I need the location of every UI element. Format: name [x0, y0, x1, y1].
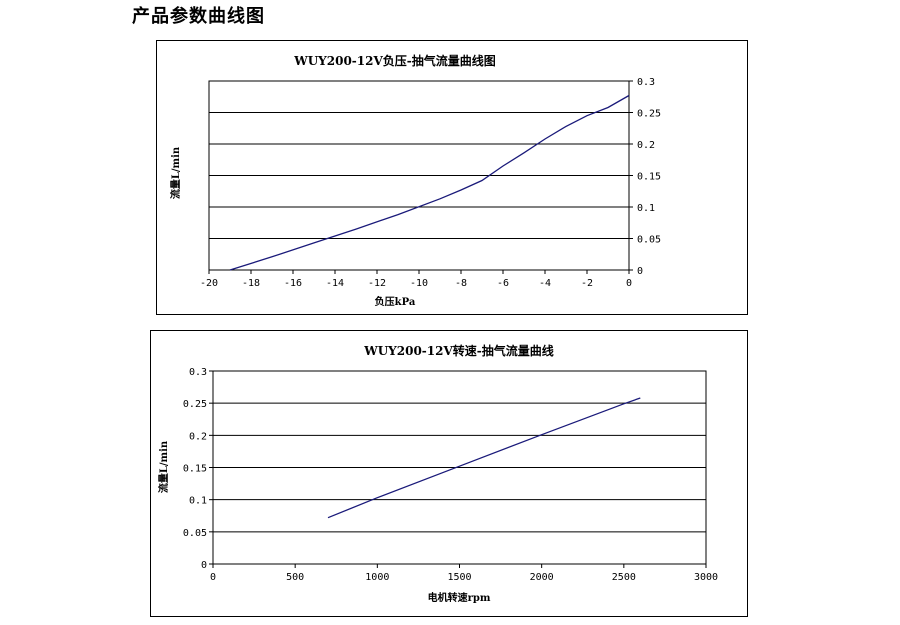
chart1-x-tick-label: -8 — [455, 278, 467, 289]
chart1-x-tick-label: -10 — [410, 278, 428, 289]
chart1-title: WUY200-12V负压-抽气流量曲线图 — [293, 53, 496, 68]
chart1-x-tick-label: -2 — [581, 278, 593, 289]
chart1-y-tick-label: 0.3 — [637, 77, 655, 88]
pressure-flow-chart-svg: 00.050.10.150.20.250.3-20 -18 -16 -14 -12 -10… — [169, 53, 661, 308]
chart2-y-tick-label: 0.2 — [189, 431, 207, 442]
chart2-x-tick-label: 1500 — [447, 572, 471, 583]
chart1-x-tick-label: -18 — [242, 278, 260, 289]
chart1-y-tick-label: 0.1 — [637, 203, 655, 214]
page-title: 产品参数曲线图 — [132, 6, 265, 27]
chart2-x-tick-label: 2500 — [612, 572, 636, 583]
chart1-series-line — [229, 94, 630, 271]
chart2-x-tick-label: 3000 — [694, 572, 718, 583]
chart1-y-tick-label: 0.05 — [637, 235, 661, 246]
chart2-x-tick-label: 500 — [286, 572, 304, 583]
pressure-flow-chart: 0 0.05 0.1 0.15 0.2 0.25 0.3 -20 -18 -16 -14 -12 -10… — [156, 40, 748, 315]
speed-flow-chart: 0 0.05 0.1 0.15 0.2 0.25 0.3 0 500 1000 1500 2000 25… — [150, 330, 748, 617]
chart1-x-tick-label: -6 — [497, 278, 509, 289]
chart1-y-tick-label: 0.15 — [637, 172, 661, 183]
chart2-x-tick-label: 1000 — [365, 572, 389, 583]
chart2-y-tick-label: 0.1 — [189, 496, 207, 507]
chart2-x-tick-label: 0 — [210, 572, 216, 583]
chart1-x-tick-label: -4 — [539, 278, 551, 289]
chart2-y-tick-label: 0.05 — [183, 528, 207, 539]
speed-flow-chart-svg: 0 0.05 0.1 0.15 0.2 0.25 0.3 0 500 1000 1500 2000 25… — [157, 343, 718, 604]
chart1-y-axis-label: 流量L/min — [169, 146, 182, 199]
chart2-y-axis-label: 流量L/min — [157, 440, 170, 493]
chart1-y-tick-label: 0.25 — [637, 109, 661, 120]
chart1-x-tick-label: -14 — [326, 278, 344, 289]
chart2-x-axis-label: 电机转速rpm — [428, 591, 491, 604]
chart2-title: WUY200-12V转速-抽气流量曲线 — [363, 343, 554, 358]
chart1-x-tick-label: -16 — [284, 278, 302, 289]
chart2-y-tick-label: 0.25 — [183, 399, 207, 410]
chart1-x-tick-label: -12 — [368, 278, 386, 289]
chart1-y-tick-label: 0.2 — [637, 140, 655, 151]
chart2-y-tick-label: 0 — [201, 560, 207, 571]
chart2-x-tick-label: 2000 — [530, 572, 554, 583]
chart1-x-tick-label: -20 — [200, 278, 218, 289]
chart2-y-tick-label: 0.3 — [189, 367, 207, 378]
chart1-y-tick-label: 0 — [637, 266, 643, 277]
chart2-series-line — [327, 397, 641, 519]
chart1-x-tick-label: 0 — [626, 278, 632, 289]
chart2-y-tick-label: 0.15 — [183, 464, 207, 475]
chart1-x-axis-label: 负压kPa — [375, 295, 416, 308]
